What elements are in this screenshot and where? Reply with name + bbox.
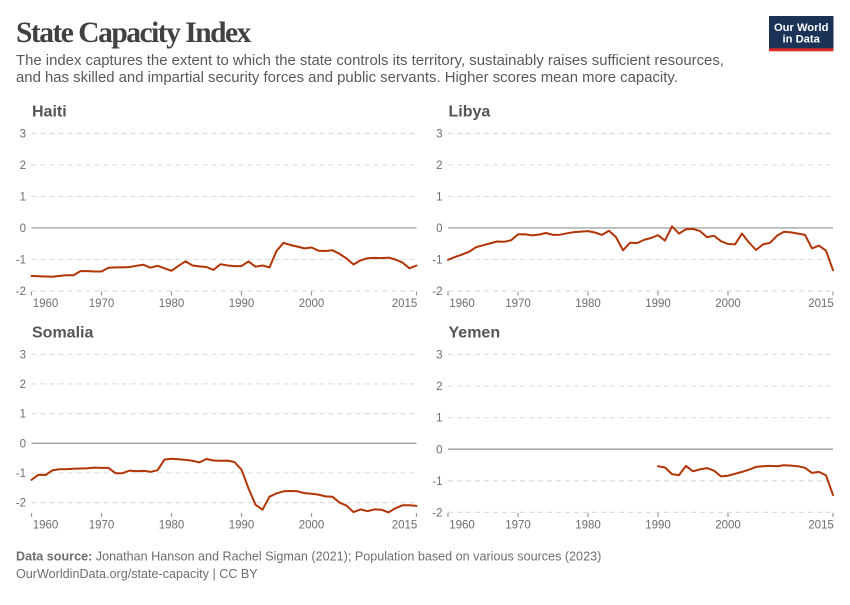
svg-text:3: 3 [20, 349, 26, 361]
svg-text:2000: 2000 [299, 520, 325, 532]
svg-text:2: 2 [20, 160, 26, 172]
svg-text:-1: -1 [432, 476, 442, 488]
svg-text:1970: 1970 [505, 298, 531, 310]
svg-text:1960: 1960 [33, 298, 59, 310]
svg-text:1990: 1990 [645, 520, 671, 532]
svg-text:1980: 1980 [159, 520, 185, 532]
svg-text:Haiti: Haiti [32, 104, 67, 121]
svg-text:2015: 2015 [808, 520, 834, 532]
svg-text:1: 1 [436, 192, 442, 204]
svg-text:2015: 2015 [392, 298, 418, 310]
svg-text:2000: 2000 [299, 298, 325, 310]
svg-text:1980: 1980 [159, 298, 185, 310]
svg-text:-2: -2 [432, 508, 442, 520]
svg-text:Our World: Our World [774, 22, 829, 34]
svg-text:0: 0 [436, 223, 442, 235]
svg-text:in Data: in Data [783, 34, 821, 46]
svg-text:3: 3 [20, 129, 26, 141]
svg-text:1990: 1990 [229, 520, 255, 532]
svg-text:2000: 2000 [715, 520, 741, 532]
svg-text:OurWorldinData.org/state-capac: OurWorldinData.org/state-capacity | CC B… [16, 567, 258, 581]
svg-text:State Capacity Index: State Capacity Index [16, 17, 252, 49]
svg-text:1: 1 [20, 192, 26, 204]
svg-text:2: 2 [436, 160, 442, 172]
svg-text:1980: 1980 [575, 298, 601, 310]
svg-text:The index captures the extent: The index captures the extent to which t… [16, 53, 724, 69]
svg-text:0: 0 [436, 444, 442, 456]
svg-text:2000: 2000 [715, 298, 741, 310]
svg-text:2: 2 [436, 381, 442, 393]
svg-text:3: 3 [436, 349, 442, 361]
svg-text:1970: 1970 [89, 298, 115, 310]
svg-text:0: 0 [20, 438, 26, 450]
svg-text:-2: -2 [432, 286, 442, 298]
svg-text:1990: 1990 [229, 298, 255, 310]
svg-text:2: 2 [20, 379, 26, 391]
svg-text:-2: -2 [16, 498, 26, 510]
svg-text:1: 1 [436, 413, 442, 425]
svg-text:1960: 1960 [449, 298, 475, 310]
svg-text:1980: 1980 [575, 520, 601, 532]
svg-text:3: 3 [436, 129, 442, 141]
svg-text:-1: -1 [16, 468, 26, 480]
svg-text:1970: 1970 [89, 520, 115, 532]
svg-text:2015: 2015 [392, 520, 418, 532]
svg-text:1960: 1960 [33, 520, 59, 532]
svg-text:and has skilled and impartial: and has skilled and impartial security f… [16, 70, 678, 86]
svg-text:2015: 2015 [808, 298, 834, 310]
svg-text:1990: 1990 [645, 298, 671, 310]
svg-text:1960: 1960 [449, 520, 475, 532]
svg-text:Somalia: Somalia [32, 324, 93, 341]
svg-text:0: 0 [20, 223, 26, 235]
svg-text:1: 1 [20, 409, 26, 421]
svg-text:-2: -2 [16, 286, 26, 298]
svg-text:-1: -1 [432, 255, 442, 267]
svg-text:Libya: Libya [449, 104, 491, 121]
svg-text:1970: 1970 [505, 520, 531, 532]
svg-text:Data source: Jonathan Hanson a: Data source: Jonathan Hanson and Rachel … [16, 549, 601, 563]
svg-text:Yemen: Yemen [449, 324, 501, 341]
svg-text:-1: -1 [16, 255, 26, 267]
